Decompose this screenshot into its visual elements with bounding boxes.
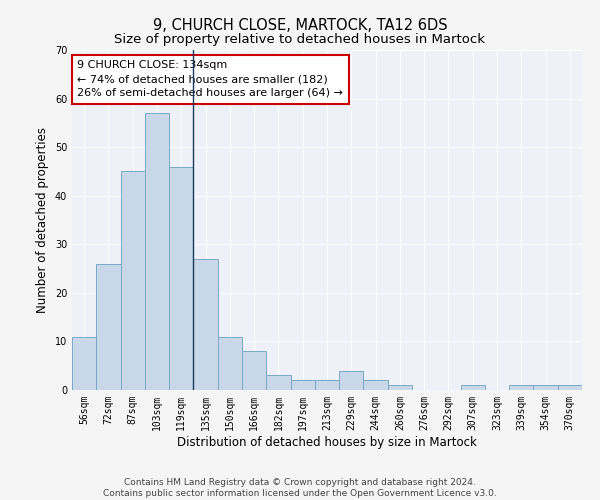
Y-axis label: Number of detached properties: Number of detached properties — [36, 127, 49, 313]
Bar — [121, 172, 145, 390]
Text: 9 CHURCH CLOSE: 134sqm
← 74% of detached houses are smaller (182)
26% of semi-de: 9 CHURCH CLOSE: 134sqm ← 74% of detached… — [77, 60, 343, 98]
Bar — [72, 336, 96, 390]
Bar — [339, 370, 364, 390]
Bar — [218, 336, 242, 390]
Text: Size of property relative to detached houses in Martock: Size of property relative to detached ho… — [115, 32, 485, 46]
Bar — [96, 264, 121, 390]
Bar — [193, 259, 218, 390]
Bar — [169, 166, 193, 390]
Bar — [364, 380, 388, 390]
Bar — [533, 385, 558, 390]
Bar — [461, 385, 485, 390]
Bar — [558, 385, 582, 390]
Bar — [509, 385, 533, 390]
Bar — [242, 351, 266, 390]
Bar — [266, 376, 290, 390]
Bar — [145, 113, 169, 390]
Bar — [388, 385, 412, 390]
Bar — [290, 380, 315, 390]
Text: Contains HM Land Registry data © Crown copyright and database right 2024.
Contai: Contains HM Land Registry data © Crown c… — [103, 478, 497, 498]
X-axis label: Distribution of detached houses by size in Martock: Distribution of detached houses by size … — [177, 436, 477, 448]
Bar — [315, 380, 339, 390]
Text: 9, CHURCH CLOSE, MARTOCK, TA12 6DS: 9, CHURCH CLOSE, MARTOCK, TA12 6DS — [152, 18, 448, 32]
